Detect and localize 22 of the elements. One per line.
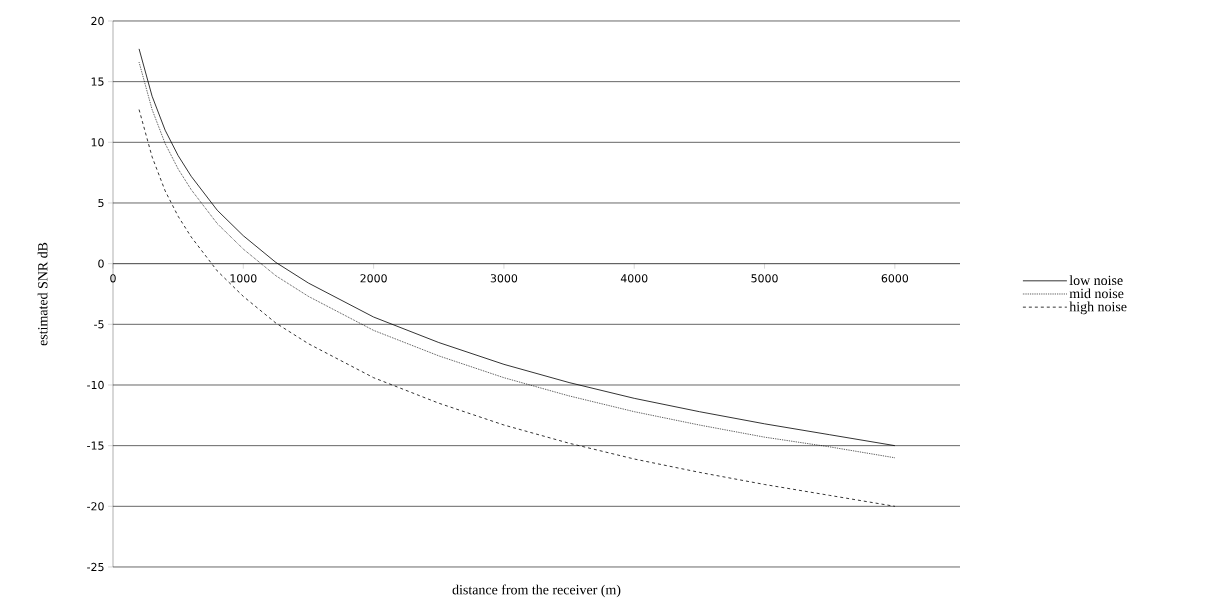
y-tick-label: -25 [87, 562, 104, 572]
y-tick-label: -5 [94, 320, 104, 329]
legend-label: low noise [1069, 275, 1123, 286]
y-tick-label: 15 [91, 77, 104, 86]
legend-label: high noise [1069, 301, 1127, 315]
x-axis-title: distance from the receiver (m) [452, 584, 621, 598]
x-tick-label: 6000 [881, 274, 909, 283]
y-tick-label: 0 [98, 259, 104, 268]
x-tick-label: 5000 [751, 274, 778, 283]
y-axis-title: estimated SNR dB [37, 242, 48, 346]
y-tick-label: 20 [91, 16, 104, 26]
y-tick-label: 10 [91, 138, 104, 147]
x-tick-label: 3000 [490, 274, 518, 283]
x-tick-label: 4000 [620, 274, 648, 283]
x-tick-label: 1000 [230, 274, 257, 283]
y-tick-label: -10 [87, 380, 104, 390]
y-tick-label: -20 [87, 502, 104, 511]
legend-label: mid noise [1069, 288, 1124, 299]
x-tick-label: 2000 [360, 274, 387, 283]
x-tick-label: 0 [110, 274, 116, 283]
y-tick-label: 5 [98, 198, 104, 208]
y-tick-label: -15 [87, 441, 104, 450]
